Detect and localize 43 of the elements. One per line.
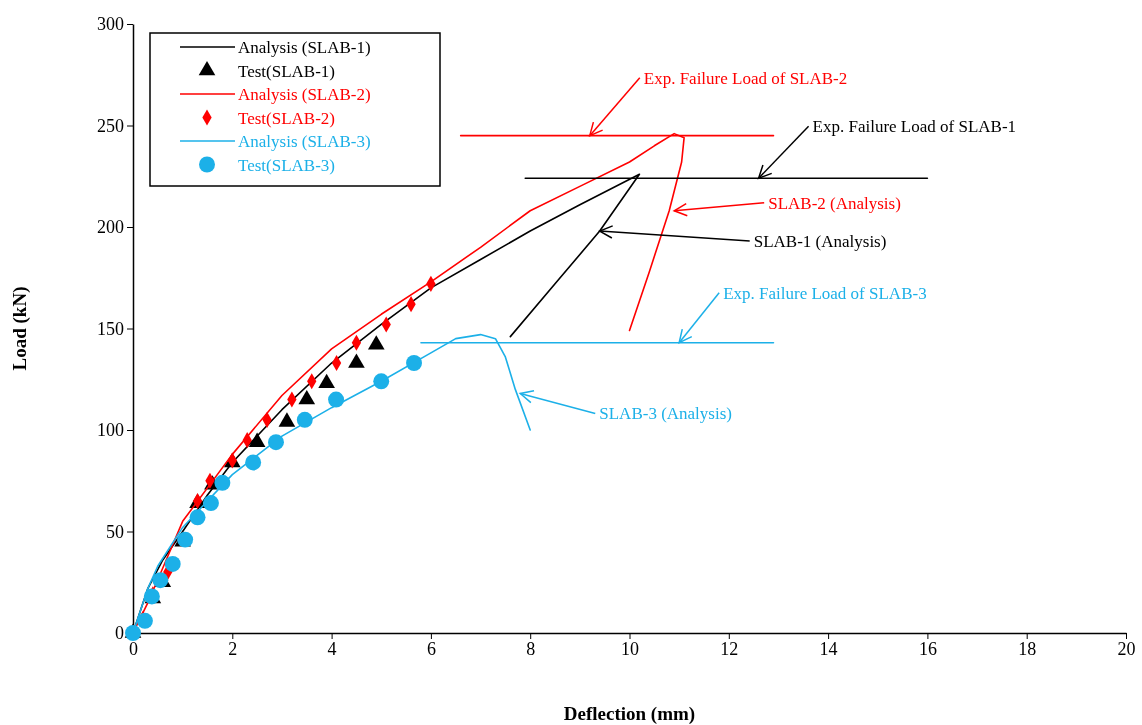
annotation: Exp. Failure Load of SLAB-1 bbox=[812, 117, 1017, 137]
point bbox=[214, 474, 231, 491]
legend-label: Test(SLAB-1) bbox=[238, 61, 336, 81]
x-tick-label: 8 bbox=[526, 638, 536, 659]
point bbox=[328, 391, 345, 408]
point bbox=[373, 373, 390, 390]
point bbox=[245, 454, 262, 471]
y-tick-label: 50 bbox=[106, 521, 124, 542]
legend-label: Test(SLAB-2) bbox=[238, 108, 336, 128]
y-tick-label: 300 bbox=[97, 14, 124, 35]
x-tick-label: 0 bbox=[129, 638, 138, 659]
y-tick-label: 150 bbox=[97, 318, 124, 339]
annotation: SLAB-2 (Analysis) bbox=[768, 193, 901, 213]
point bbox=[296, 411, 313, 428]
point bbox=[202, 495, 219, 512]
x-tick-label: 4 bbox=[327, 638, 337, 659]
point bbox=[164, 556, 181, 572]
x-tick-label: 2 bbox=[228, 638, 238, 659]
y-tick-label: 100 bbox=[97, 420, 124, 441]
y-axis-title: Load (kN) bbox=[9, 286, 31, 371]
x-tick-label: 12 bbox=[720, 638, 739, 659]
annotation: Exp. Failure Load of SLAB-3 bbox=[723, 283, 927, 303]
y-tick-label: 200 bbox=[97, 217, 124, 238]
annotation: SLAB-3 (Analysis) bbox=[599, 404, 732, 424]
x-tick-label: 6 bbox=[426, 638, 436, 659]
x-tick-label: 14 bbox=[819, 638, 838, 659]
x-tick-label: 20 bbox=[1117, 638, 1136, 659]
x-tick-label: 16 bbox=[918, 638, 937, 659]
x-tick-label: 10 bbox=[621, 638, 639, 659]
point bbox=[136, 612, 153, 629]
x-tick-label: 18 bbox=[1018, 638, 1037, 659]
legend-label: Analysis (SLAB-2) bbox=[238, 85, 371, 104]
point bbox=[406, 355, 422, 371]
y-tick-label: 250 bbox=[97, 115, 124, 136]
legend-label: Analysis (SLAB-1) bbox=[238, 38, 371, 57]
x-axis-title: Deflection (mm) bbox=[563, 703, 696, 725]
y-tick-label: 0 bbox=[115, 623, 124, 644]
annotation: SLAB-1 (Analysis) bbox=[753, 232, 887, 252]
annotation: Exp. Failure Load of SLAB-2 bbox=[643, 68, 848, 88]
point bbox=[189, 509, 206, 526]
legend-label: Test(SLAB-3) bbox=[238, 155, 336, 175]
legend-label: Analysis (SLAB-3) bbox=[238, 132, 371, 151]
point bbox=[268, 434, 284, 451]
